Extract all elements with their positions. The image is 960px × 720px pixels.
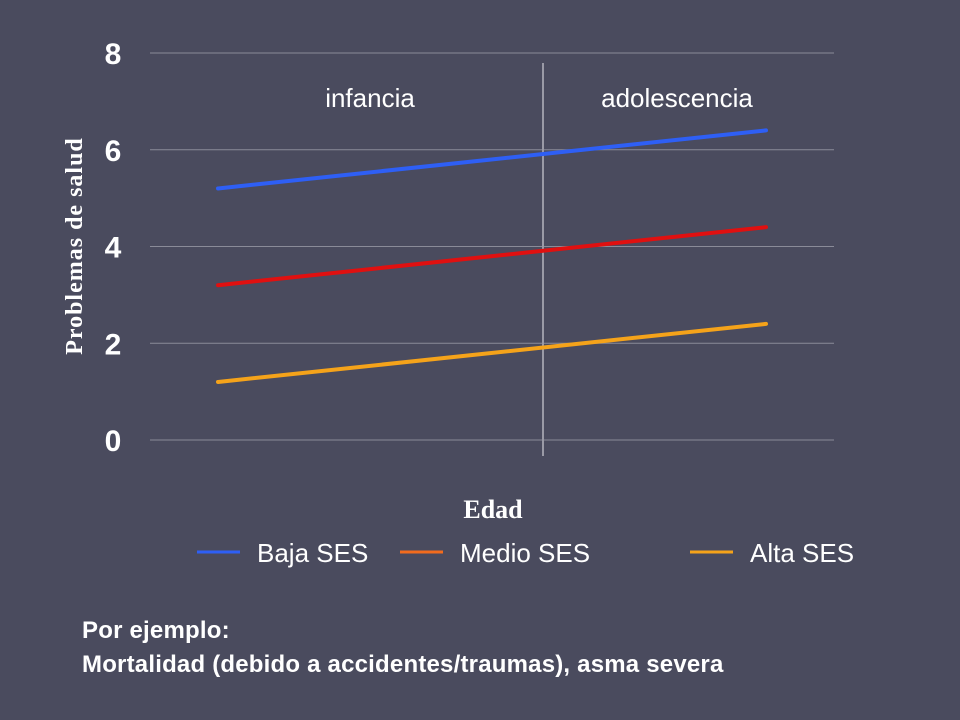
legend: Baja SES Medio SES Alta SES [197, 538, 854, 568]
region-label-adolescencia: adolescencia [601, 83, 753, 113]
y-tick-label: 0 [105, 425, 122, 458]
x-axis-label: Edad [463, 495, 523, 524]
region-label-infancia: infancia [325, 83, 415, 113]
legend-label: Baja SES [257, 538, 368, 568]
y-tick-labels: 0 2 4 6 8 [105, 38, 122, 458]
example-note-text: Mortalidad (debido a accidentes/traumas)… [82, 651, 724, 678]
example-note-heading: Por ejemplo: [82, 617, 230, 644]
series-line-0 [216, 128, 768, 191]
series-line-1 [216, 225, 768, 288]
y-tick-label: 4 [105, 232, 122, 265]
series-line-2 [216, 321, 768, 384]
y-tick-label: 2 [105, 328, 122, 361]
y-axis-label: Problemas de salud [62, 137, 88, 355]
y-tick-label: 8 [105, 38, 122, 71]
example-note: Por ejemplo: Mortalidad (debido a accide… [82, 614, 724, 682]
gridlines [150, 52, 834, 441]
legend-label: Alta SES [750, 538, 854, 568]
legend-label: Medio SES [460, 538, 590, 568]
y-tick-label: 6 [105, 135, 122, 168]
series-lines [216, 128, 768, 384]
